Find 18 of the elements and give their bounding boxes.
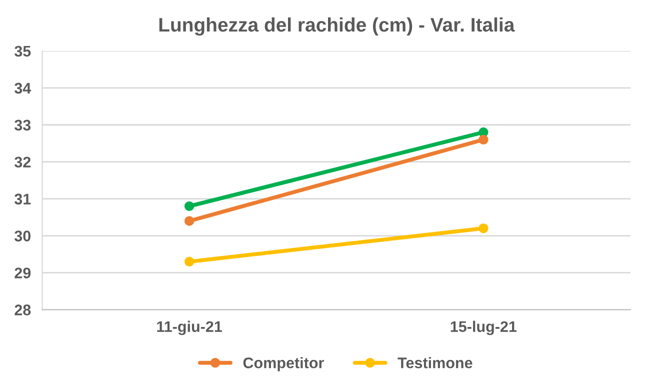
x-tick-label: 15-lug-21: [450, 320, 517, 336]
point: [478, 134, 488, 145]
point: [184, 256, 194, 266]
y-tick-label: 31: [14, 194, 31, 205]
y-tick-label: 35: [14, 46, 31, 57]
y-tick-label: 29: [14, 268, 31, 278]
x-tick-label: 11-giu-21: [157, 320, 222, 336]
y-tick-label: 32: [14, 156, 31, 168]
point: [478, 224, 488, 234]
chart-title: Lunghezza del rachide (cm) - Var. Italia: [159, 17, 515, 36]
legend-label: Competitor: [243, 357, 324, 372]
point: [184, 216, 194, 226]
y-tick-label: 34: [14, 82, 32, 94]
y-tick-label: 30: [14, 230, 31, 242]
legend-label: Testimone: [398, 357, 472, 368]
y-tick-label: 28: [14, 304, 31, 316]
y-tick-label: 33: [14, 120, 31, 131]
point: [184, 201, 194, 212]
